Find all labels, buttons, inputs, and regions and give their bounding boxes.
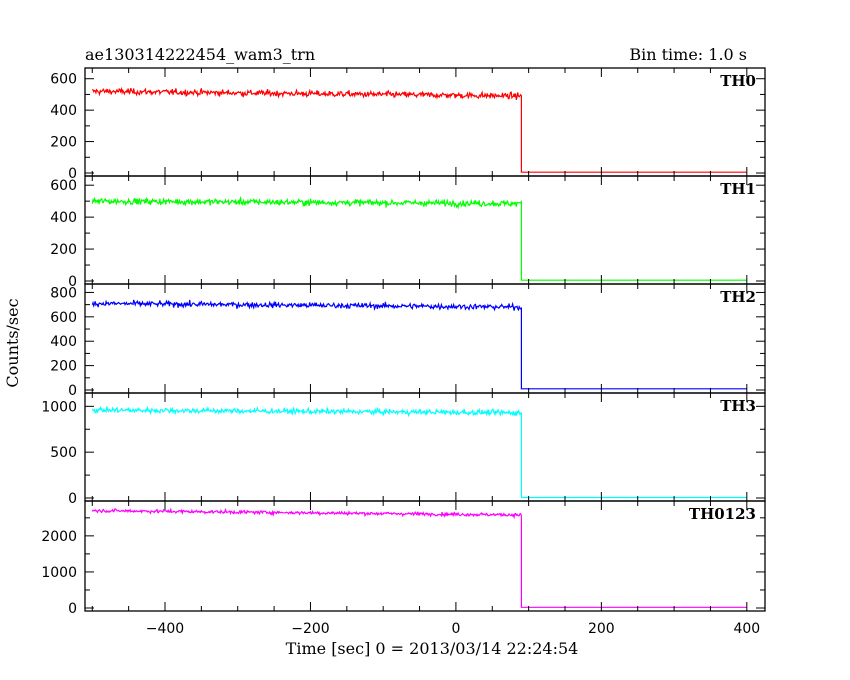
y-tick-label: 0 bbox=[68, 491, 77, 507]
series-label-th0: TH0 bbox=[720, 72, 756, 90]
series-label-th2: TH2 bbox=[720, 288, 756, 306]
y-tick-label: 1000 bbox=[41, 399, 77, 415]
series-label-th3: TH3 bbox=[720, 397, 756, 415]
panels-group: 0 200 400 600 TH0 0 200 400 600 TH1 0 200 400 600 800 T… bbox=[41, 67, 766, 617]
panel-th1: 0 200 400 600 TH1 bbox=[50, 175, 766, 290]
panel-frame bbox=[84, 283, 766, 394]
y-tick-label: 200 bbox=[50, 135, 77, 151]
series-line-th0123 bbox=[91, 507, 747, 608]
y-tick-label: 500 bbox=[50, 445, 77, 461]
y-tick-label: 200 bbox=[50, 359, 77, 375]
panel-th3: 0 500 1000 TH3 bbox=[41, 392, 766, 507]
x-tick-label: 200 bbox=[588, 621, 615, 637]
y-tick-label: 1000 bbox=[41, 565, 77, 581]
y-tick-label: 400 bbox=[50, 334, 77, 350]
panel-th0: 0 200 400 600 TH0 bbox=[50, 67, 766, 182]
y-tick-label: 600 bbox=[50, 310, 77, 326]
y-tick-label: 0 bbox=[68, 601, 77, 617]
y-tick-label: 2000 bbox=[41, 529, 77, 545]
series-line-th2 bbox=[91, 299, 747, 390]
panel-frame bbox=[84, 175, 766, 285]
y-tick-label: 800 bbox=[50, 285, 77, 301]
y-tick-label: 0 bbox=[68, 166, 77, 182]
y-tick-label: 0 bbox=[68, 383, 77, 399]
y-tick-label: 400 bbox=[50, 103, 77, 119]
series-label-th1: TH1 bbox=[720, 180, 756, 198]
y-tick-label: 600 bbox=[50, 72, 77, 88]
panel-th0123: 0 1000 2000 TH0123 bbox=[41, 500, 766, 617]
series-line-th0 bbox=[91, 86, 747, 173]
series-label-th0123: TH0123 bbox=[689, 505, 756, 523]
x-axis-label: Time [sec] 0 = 2013/03/14 22:24:54 bbox=[286, 639, 579, 658]
panel-th2: 0 200 400 600 800 TH2 bbox=[50, 283, 766, 399]
y-axis-label: Counts/sec bbox=[3, 298, 22, 387]
panel-frame bbox=[84, 500, 766, 612]
series-line-th3 bbox=[91, 405, 747, 499]
x-tick-label: 0 bbox=[451, 621, 460, 637]
panel-frame bbox=[84, 67, 766, 177]
x-tick-label: −400 bbox=[146, 621, 184, 637]
y-tick-label: 200 bbox=[50, 242, 77, 258]
y-tick-label: 600 bbox=[50, 178, 77, 194]
y-tick-label: 400 bbox=[50, 210, 77, 226]
y-tick-label: 0 bbox=[68, 274, 77, 290]
series-line-th1 bbox=[91, 195, 747, 281]
x-tick-label: 400 bbox=[733, 621, 760, 637]
bin-time-label: Bin time: 1.0 s bbox=[629, 45, 747, 64]
chart-title: ae130314222454_wam3_trn bbox=[85, 45, 315, 64]
x-tick-labels: −400 −200 0 200 400 bbox=[146, 621, 760, 637]
x-tick-label: −200 bbox=[291, 621, 329, 637]
